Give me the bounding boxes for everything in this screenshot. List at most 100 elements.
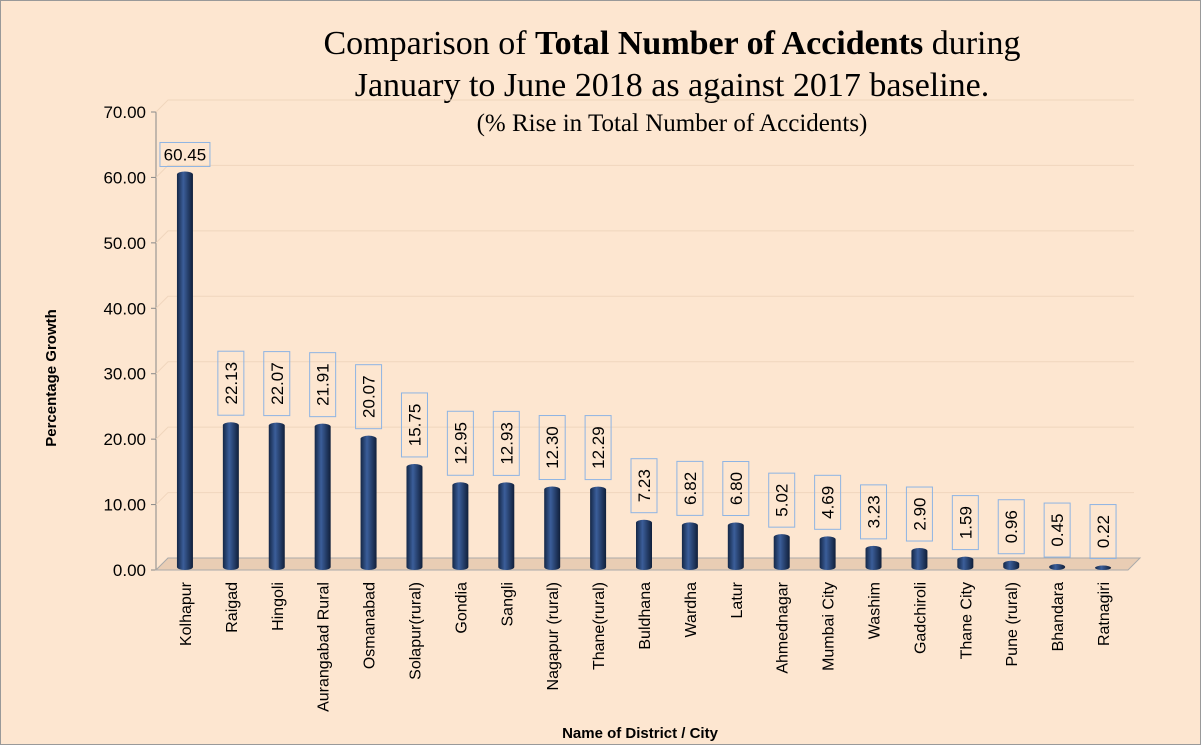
bar xyxy=(498,482,515,570)
bar xyxy=(314,423,331,570)
title-part: Total Number of Accidents xyxy=(535,25,923,62)
chart-title: January to June 2018 as against 2017 bas… xyxy=(355,67,990,104)
x-tick-label: Pune (rural) xyxy=(1004,582,1021,666)
x-tick-label: Wardha xyxy=(683,582,700,638)
x-tick-label: Washim xyxy=(867,582,884,639)
data-label: 12.30 xyxy=(543,426,562,469)
label-box xyxy=(159,141,211,167)
y-tick-label: 0.00 xyxy=(113,561,146,580)
x-tick-label: Osmanabad xyxy=(362,582,379,669)
x-tick-label: Sangli xyxy=(499,582,516,626)
bar xyxy=(1049,564,1066,570)
x-tick-label: Ahmednagar xyxy=(775,581,792,673)
y-tick-label: 30.00 xyxy=(103,365,146,384)
y-tick-label: 40.00 xyxy=(103,299,146,318)
label-box xyxy=(263,351,291,417)
bar xyxy=(176,171,193,570)
chart-title: Comparison of Total Number of Accidents … xyxy=(323,25,1020,62)
x-tick-label: Mumbai City xyxy=(821,582,838,671)
label-box xyxy=(355,364,383,430)
bar xyxy=(773,534,790,570)
chart-subtitle: (% Rise in Total Number of Accidents) xyxy=(477,110,868,137)
x-tick-label: Gadchiroli xyxy=(912,582,929,654)
grid-line xyxy=(155,295,1134,309)
label-box xyxy=(1089,504,1117,560)
label-box xyxy=(492,410,520,476)
bar xyxy=(222,422,239,570)
label-box xyxy=(905,486,933,542)
bar xyxy=(406,463,423,570)
label-box xyxy=(309,352,337,418)
data-label: 1.59 xyxy=(956,506,975,539)
bar xyxy=(911,548,928,570)
grid-line xyxy=(155,164,1134,178)
data-label: 2.90 xyxy=(910,497,929,530)
bar xyxy=(681,522,698,570)
bar xyxy=(727,522,744,570)
x-tick-label: Kolhapur xyxy=(178,581,195,646)
label-box xyxy=(768,472,796,528)
label-box xyxy=(217,350,245,416)
grid-line xyxy=(155,99,1134,113)
data-label: 22.07 xyxy=(268,362,287,405)
data-label: 7.23 xyxy=(635,469,654,502)
data-label: 12.95 xyxy=(451,422,470,465)
data-label: 22.13 xyxy=(222,362,241,405)
title-part: Comparison of xyxy=(323,25,527,62)
bar xyxy=(268,422,285,570)
y-tick-label: 20.00 xyxy=(103,430,146,449)
y-tick-label: 10.00 xyxy=(103,496,146,515)
y-tick-label: 50.00 xyxy=(103,234,146,253)
x-tick-label: Hingoli xyxy=(270,582,287,631)
label-box xyxy=(951,495,979,551)
label-box xyxy=(676,460,704,516)
data-label: 5.02 xyxy=(773,484,792,517)
bar xyxy=(957,556,974,570)
data-label: 20.07 xyxy=(360,375,379,418)
x-tick-label: Aurangabad Rural xyxy=(316,582,333,712)
grid-line xyxy=(155,361,1134,375)
label-box xyxy=(400,392,428,458)
bar xyxy=(819,536,836,570)
bar xyxy=(636,519,652,570)
bar xyxy=(544,486,561,570)
data-label: 4.69 xyxy=(819,486,838,519)
x-tick-label: Latur xyxy=(729,581,746,618)
y-axis-title: Percentage Growth xyxy=(43,309,60,447)
label-box xyxy=(446,410,474,476)
label-box xyxy=(630,458,658,514)
label-box xyxy=(860,484,888,540)
label-box xyxy=(584,415,612,481)
bar xyxy=(1003,560,1020,570)
data-label: 15.75 xyxy=(405,404,424,447)
data-label: 60.45 xyxy=(164,145,207,164)
grid-line xyxy=(155,426,1134,440)
data-label: 6.80 xyxy=(727,472,746,505)
bar xyxy=(865,545,882,570)
bar xyxy=(590,486,607,570)
label-box xyxy=(722,461,750,517)
data-label: 12.29 xyxy=(589,426,608,469)
y-tick-label: 70.00 xyxy=(103,103,146,122)
x-tick-label: Thane City xyxy=(958,582,975,659)
bar xyxy=(452,482,469,570)
x-tick-label: Thane(rural) xyxy=(591,582,608,670)
data-label: 3.23 xyxy=(865,495,884,528)
title-part: during xyxy=(932,25,1021,62)
data-label: 21.91 xyxy=(314,363,333,406)
data-label: 0.96 xyxy=(1002,510,1021,543)
y-tick-label: 60.00 xyxy=(103,168,146,187)
label-box xyxy=(538,415,566,481)
x-tick-label: Nagapur (rural) xyxy=(545,582,562,690)
x-axis-title: Name of District / City xyxy=(562,725,719,742)
x-tick-label: Bhandara xyxy=(1050,582,1067,651)
x-tick-label: Ratnagiri xyxy=(1096,582,1113,646)
label-box xyxy=(1043,502,1071,558)
x-tick-label: Gondia xyxy=(453,582,470,634)
grid-line xyxy=(155,492,1134,505)
data-label: 0.22 xyxy=(1094,515,1113,548)
label-box xyxy=(997,499,1025,555)
data-label: 12.93 xyxy=(497,422,516,465)
